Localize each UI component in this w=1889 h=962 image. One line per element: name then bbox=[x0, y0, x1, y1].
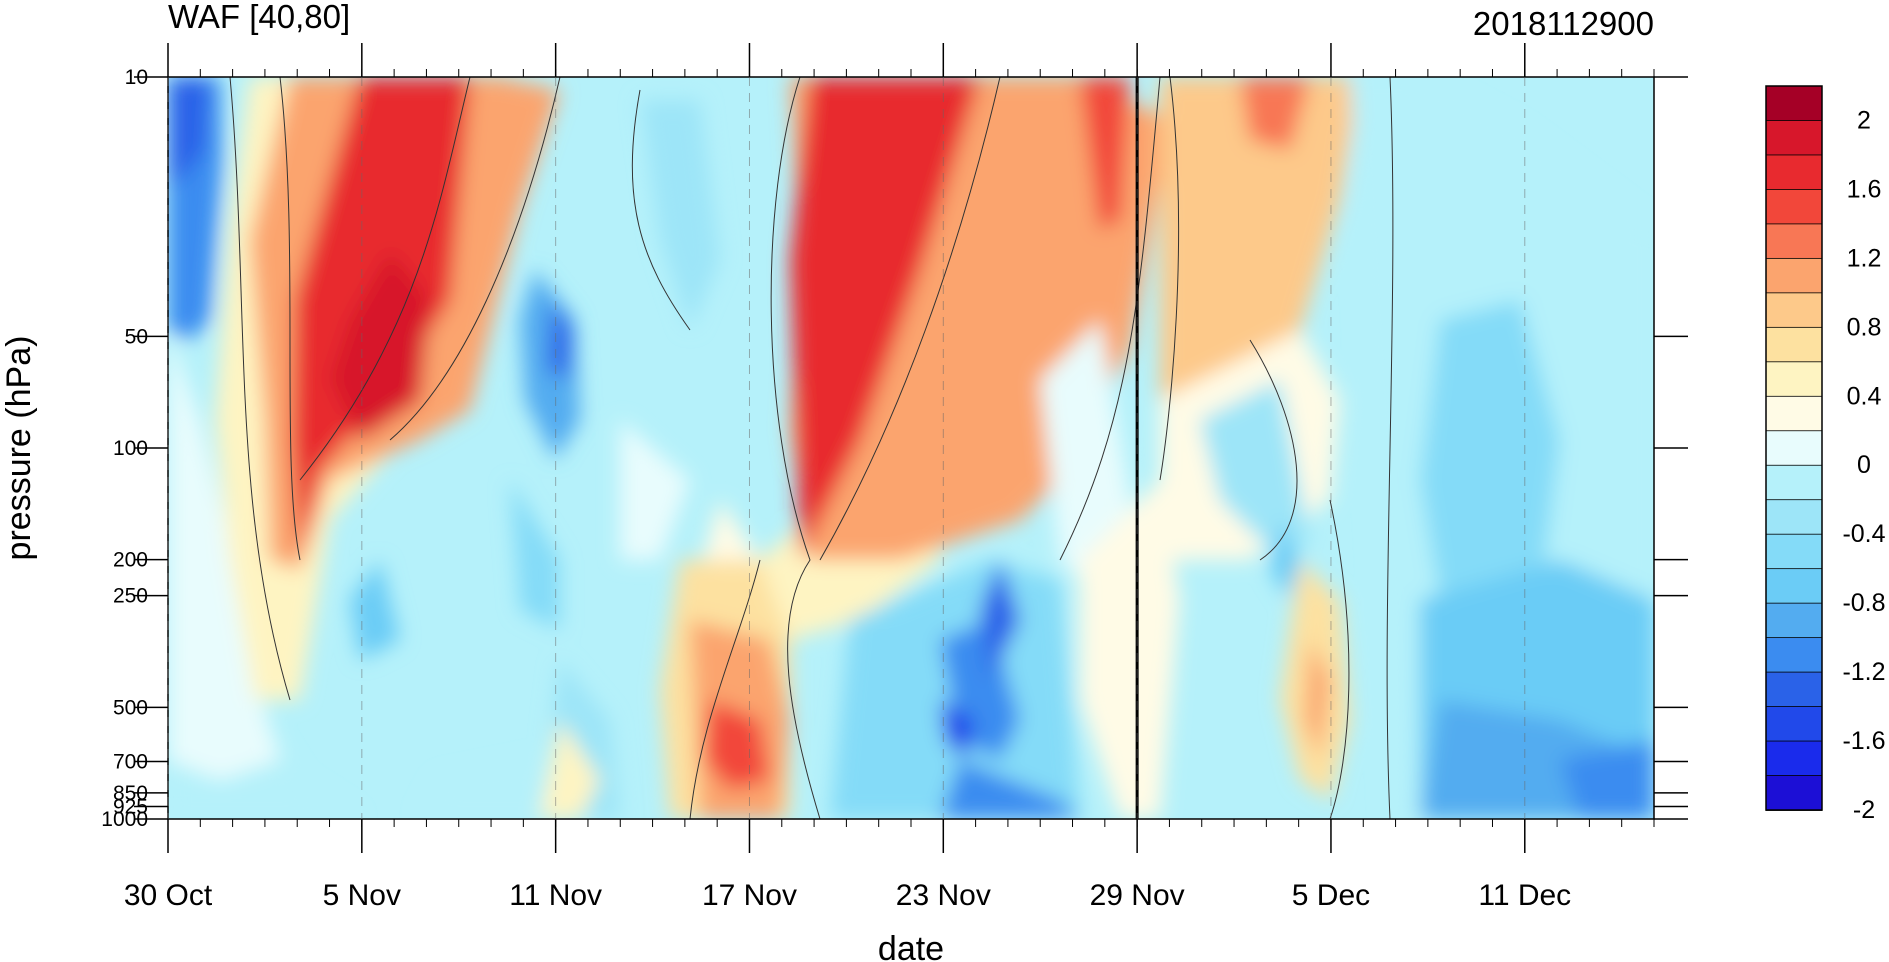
colorbar-label: 2 bbox=[1857, 106, 1871, 134]
plot-area bbox=[168, 77, 1654, 819]
contour-line bbox=[279, 77, 301, 561]
y-tick-label: 700 bbox=[113, 751, 148, 774]
colorbar-swatch bbox=[1765, 257, 1823, 294]
chart-subtitle: 2018112900 bbox=[1473, 5, 1654, 42]
contour-line bbox=[1249, 339, 1298, 561]
x-tick-label: 5 Dec bbox=[1292, 879, 1370, 912]
colorbar-label: 0 bbox=[1857, 451, 1871, 479]
contour-region bbox=[940, 700, 975, 760]
contour-line bbox=[1059, 77, 1161, 561]
colorbar-swatch bbox=[1765, 120, 1823, 156]
x-tick-label: 30 Oct bbox=[124, 879, 213, 912]
colorbar-swatch bbox=[1765, 154, 1823, 191]
contour-region bbox=[640, 100, 720, 330]
colorbar-swatch bbox=[1765, 740, 1823, 777]
contour-line bbox=[229, 77, 291, 701]
colorbar-label: -1.2 bbox=[1842, 658, 1885, 686]
contour-region bbox=[420, 760, 560, 819]
colorbar-swatch bbox=[1765, 499, 1823, 536]
y-tick-label: 100 bbox=[113, 437, 148, 460]
colorbar-swatch bbox=[1765, 430, 1823, 467]
contour-region bbox=[540, 720, 600, 819]
x-tick-label: 29 Nov bbox=[1090, 879, 1185, 912]
colorbar-label: 0.8 bbox=[1847, 313, 1882, 341]
x-axis: 30 Oct 5 Nov 11 Nov 17 Nov 23 Nov 29 Nov 5 Dec… bbox=[124, 43, 1655, 912]
colorbar-swatch bbox=[1765, 568, 1823, 605]
contour-region bbox=[1080, 480, 1180, 819]
y-tick-label: 1000 bbox=[101, 808, 148, 831]
contour-region bbox=[1270, 520, 1300, 600]
contour-region bbox=[350, 560, 400, 660]
colorbar-swatch bbox=[1765, 292, 1823, 329]
contour-fill-regions bbox=[168, 77, 1654, 819]
x-tick-label: 11 Dec bbox=[1478, 879, 1571, 912]
y-tick-label: 10 bbox=[125, 66, 148, 89]
x-tick-label: 17 Nov bbox=[702, 879, 797, 912]
contour-region bbox=[1160, 77, 1360, 420]
contour-line bbox=[1159, 77, 1180, 481]
colorbar-swatch bbox=[1765, 464, 1823, 501]
chart-title: WAF [40,80] bbox=[168, 0, 350, 35]
y-tick-label: 500 bbox=[113, 696, 148, 719]
contour-region bbox=[790, 77, 980, 560]
contour-line bbox=[819, 77, 1001, 561]
colorbar: 2 1.6 1.2 0.8 0.4 0 -0.4 -0.8 -1.2 -1.6 -2 bbox=[1765, 85, 1886, 824]
contour-region bbox=[940, 760, 1080, 819]
contour-line bbox=[1386, 77, 1394, 819]
contour-line bbox=[1329, 499, 1350, 819]
contour-region bbox=[1080, 77, 1130, 230]
y-tick-label: 200 bbox=[113, 549, 148, 572]
colorbar-swatch bbox=[1765, 671, 1823, 708]
contour-region bbox=[1305, 640, 1330, 760]
colorbar-swatch bbox=[1765, 533, 1823, 570]
y-tick-label: 250 bbox=[113, 585, 148, 608]
contour-line bbox=[770, 77, 821, 819]
contour-region bbox=[980, 560, 1020, 680]
colorbar-swatch bbox=[1765, 85, 1823, 122]
colorbar-swatch bbox=[1765, 326, 1823, 363]
colorbar-label: 1.2 bbox=[1847, 244, 1882, 272]
x-tick-label: 11 Nov bbox=[509, 879, 602, 912]
colorbar-swatch bbox=[1765, 395, 1823, 432]
x-axis-label: date bbox=[878, 930, 944, 962]
contour-region bbox=[620, 420, 690, 560]
colorbar-label: -1.6 bbox=[1842, 727, 1885, 755]
colorbar-label: 1.6 bbox=[1847, 175, 1882, 203]
contour-line bbox=[299, 77, 471, 481]
x-tick-label: 23 Nov bbox=[896, 879, 991, 912]
contour-lines bbox=[229, 77, 1394, 819]
colorbar-swatch bbox=[1765, 223, 1823, 260]
y-tick-label: 925 bbox=[113, 795, 148, 818]
contour-region bbox=[510, 480, 560, 630]
colorbar-swatch bbox=[1765, 361, 1823, 398]
contour-line bbox=[689, 559, 761, 819]
colorbar-swatch bbox=[1765, 637, 1823, 673]
colorbar-label: 0.4 bbox=[1847, 382, 1882, 410]
colorbar-frame bbox=[1765, 85, 1823, 811]
contour-line bbox=[631, 89, 691, 331]
contour-region bbox=[1200, 380, 1310, 560]
colorbar-swatch bbox=[1765, 706, 1823, 742]
contour-line bbox=[389, 77, 561, 441]
colorbar-swatch bbox=[1765, 775, 1823, 811]
x-tick-label: 5 Nov bbox=[323, 879, 401, 912]
y-axis-label: pressure (hPa) bbox=[0, 336, 38, 561]
contour-region bbox=[168, 77, 210, 185]
contour-region bbox=[1240, 77, 1310, 150]
colorbar-swatch bbox=[1765, 189, 1823, 225]
colorbar-label: -0.4 bbox=[1842, 520, 1885, 548]
contour-region bbox=[548, 300, 572, 380]
y-tick-label: 50 bbox=[125, 325, 148, 348]
colorbar-label: -2 bbox=[1853, 796, 1875, 824]
contour-region bbox=[1560, 740, 1654, 819]
colorbar-label: -0.8 bbox=[1842, 589, 1885, 617]
contour-region bbox=[705, 700, 770, 790]
colorbar-swatch bbox=[1765, 602, 1823, 639]
contour-region bbox=[330, 250, 430, 440]
y-tick-label: 850 bbox=[113, 782, 148, 805]
